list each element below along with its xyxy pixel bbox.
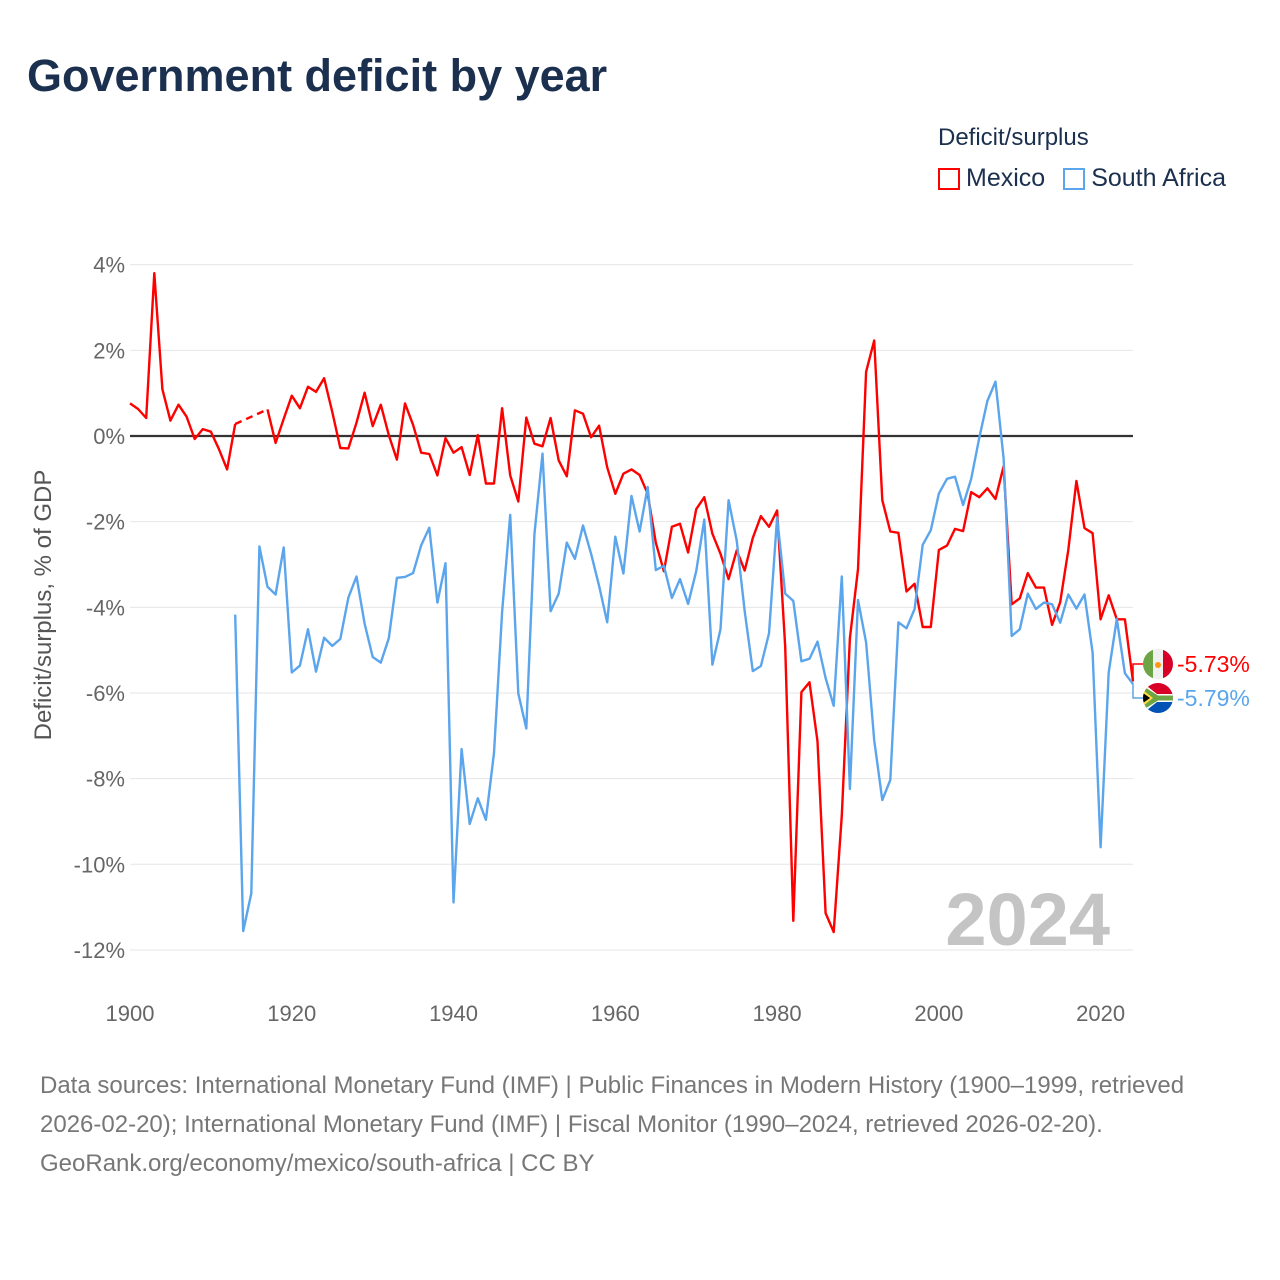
x-tick-label: 2000 xyxy=(914,1001,963,1026)
y-tick-label: 4% xyxy=(93,253,125,278)
legend-item-south-africa[interactable]: South Africa xyxy=(1063,164,1226,193)
series-line xyxy=(129,272,237,471)
legend-label: South Africa xyxy=(1091,164,1226,192)
end-label-connector xyxy=(1132,663,1146,682)
legend-title: Deficit/surplus xyxy=(938,124,1089,151)
x-tick-label: 1940 xyxy=(429,1001,478,1026)
y-tick-label: -12% xyxy=(74,938,125,963)
x-tick-label: 1960 xyxy=(591,1001,640,1026)
series-south-africa xyxy=(234,380,1134,933)
footer: Data sources: International Monetary Fun… xyxy=(40,1066,1240,1183)
credit-link[interactable]: GeoRank.org/economy/mexico/south-africa … xyxy=(40,1150,595,1177)
y-tick-label: -4% xyxy=(86,595,125,620)
y-tick-label: -6% xyxy=(86,681,125,706)
y-axis-title: Deficit/surplus, % of GDP xyxy=(30,470,57,741)
y-tick-label: -10% xyxy=(74,852,125,877)
end-label-connector xyxy=(1132,683,1146,699)
legend-swatch-mexico xyxy=(938,167,960,190)
legend-label: Mexico xyxy=(966,164,1046,192)
series-line xyxy=(234,380,1134,933)
x-tick-label: 1900 xyxy=(106,1001,155,1026)
series-line xyxy=(266,339,1135,934)
x-tick-label: 1920 xyxy=(267,1001,316,1026)
x-tick-label: 1980 xyxy=(753,1001,802,1026)
x-tick-label: 2020 xyxy=(1076,1001,1125,1026)
mexico-flag-icon xyxy=(1143,649,1173,679)
end-value-label: -5.79% xyxy=(1177,685,1250,711)
series-mexico xyxy=(129,272,1135,934)
year-watermark: 2024 xyxy=(945,878,1110,961)
end-value-label: -5.73% xyxy=(1177,651,1250,677)
y-tick-label: -2% xyxy=(86,510,125,535)
missing-data-segment xyxy=(234,408,268,426)
south-africa-flag-icon xyxy=(1143,683,1173,713)
y-tick-label: -8% xyxy=(86,767,125,792)
legend-item-mexico[interactable]: Mexico xyxy=(938,164,1045,193)
legend-swatch-south-africa xyxy=(1063,167,1086,190)
y-tick-label: 2% xyxy=(93,338,125,363)
legend: Deficit/surplus Mexico South Africa xyxy=(938,124,1226,193)
chart-title: Government deficit by year xyxy=(27,50,608,101)
data-sources: Data sources: International Monetary Fun… xyxy=(40,1072,1185,1138)
y-tick-label: 0% xyxy=(93,424,125,449)
